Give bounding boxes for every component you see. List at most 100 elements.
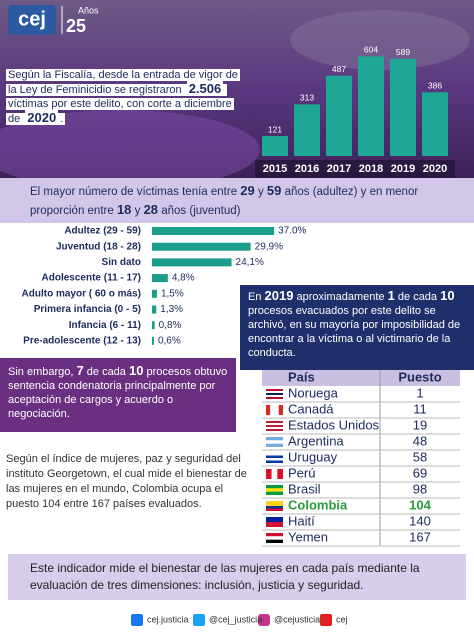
country: Haití (288, 513, 315, 528)
flag (266, 488, 283, 492)
text: Sin embargo, (8, 366, 77, 378)
category-label: Primera infancia (0 - 5) (34, 304, 141, 315)
logo-box (8, 5, 56, 35)
country: Perú (288, 465, 315, 480)
country: Yemen (288, 529, 328, 544)
bar (152, 321, 155, 330)
rank: 19 (413, 417, 427, 432)
rank: 140 (409, 513, 431, 528)
x-tick-label: 2015 (263, 163, 287, 175)
flag (266, 440, 283, 444)
text: procesos evacuados por este delito se ar… (248, 305, 461, 359)
youtube-icon (320, 614, 332, 626)
logo: cej (18, 8, 46, 30)
column-header: Puesto (398, 369, 441, 384)
bar (422, 92, 448, 156)
flag (266, 485, 283, 489)
rank: 98 (413, 481, 427, 496)
highlight: 2.506 (186, 81, 224, 96)
photo-sky (290, 10, 470, 70)
country: Canadá (288, 401, 334, 416)
bar (358, 56, 384, 157)
text: El mayor número de víctimas tenía entre (30, 186, 241, 198)
flag (266, 506, 283, 509)
value-label: 487 (332, 64, 346, 74)
georgetown-text: Según el índice de mujeres, paz y seguri… (6, 453, 247, 510)
text: En (248, 291, 265, 303)
highlight: 28 (143, 202, 159, 217)
flag (266, 533, 283, 537)
flag (266, 491, 283, 495)
highlight: 2020 (25, 110, 59, 125)
country: Colombia (288, 497, 348, 512)
x-tick-label: 2019 (391, 163, 415, 175)
ages-text: El mayor número de víctimas tenía entre … (30, 182, 450, 220)
rank: 104 (409, 497, 431, 512)
facebook-icon (131, 614, 143, 626)
bar (152, 227, 275, 235)
flag (266, 458, 283, 461)
x-tick-label: 2018 (359, 163, 383, 175)
bar (294, 104, 320, 156)
sentenced-text: Sin embargo, 7 de cada 10 procesos obtuv… (8, 364, 230, 421)
flag (266, 395, 283, 397)
value-label: 313 (300, 93, 314, 103)
highlight: 7 (76, 363, 84, 378)
highlight: 18 (116, 202, 132, 217)
highlight: 59 (266, 183, 282, 198)
flag (266, 503, 283, 506)
rank: 69 (413, 465, 427, 480)
text: y (131, 205, 144, 217)
footer-twitter[interactable]: @cej_justicia (209, 614, 262, 624)
text: y (254, 186, 267, 198)
flag (266, 501, 283, 504)
rank: 167 (409, 529, 431, 544)
footer-instagram[interactable]: @cejusticia (274, 614, 320, 624)
text: procesos obtuvo sentencia condenatoria p… (8, 366, 228, 420)
closing-box (8, 554, 466, 600)
category-label: Pre-adolescente (12 - 13) (23, 336, 141, 347)
flag (266, 425, 283, 427)
category-label: Infancia (6 - 11) (69, 320, 141, 331)
flag (266, 460, 283, 463)
value-label: 0,6% (158, 336, 181, 347)
value-label: 37.0% (278, 226, 306, 237)
flag (266, 469, 272, 479)
fiscalia-text: Según la Fiscalía, desde la entrada de v… (6, 68, 246, 126)
bar (152, 242, 251, 251)
flag (266, 389, 283, 391)
x-tick-label: 2017 (327, 163, 351, 175)
country: Estados Unidos (288, 417, 380, 432)
value-label: 1,5% (161, 288, 184, 299)
rank: 11 (413, 401, 427, 416)
rank: 58 (413, 449, 427, 464)
country: Brasil (288, 481, 321, 496)
flag (278, 405, 283, 415)
column-header: País (288, 369, 315, 384)
bar (262, 136, 288, 156)
value-label: 121 (268, 124, 282, 134)
bar (152, 258, 232, 267)
category-label: Sin dato (102, 257, 141, 268)
flag (266, 522, 283, 527)
flag (270, 405, 275, 415)
text: . (58, 113, 66, 125)
text: de cada (83, 366, 129, 378)
footer-facebook[interactable]: cej.justicia (147, 614, 189, 624)
flag (266, 421, 283, 423)
flag (266, 423, 283, 425)
text: aproximadamente (293, 291, 388, 303)
country: Noruega (288, 385, 339, 400)
flag (266, 391, 283, 393)
footer-youtube[interactable]: cej (336, 614, 348, 624)
table-header (262, 370, 460, 386)
photo-banner (0, 110, 260, 190)
text: años (adultez) y en menor proporción ent… (30, 186, 419, 217)
sentenced-box (0, 358, 236, 432)
flag (266, 429, 283, 431)
bar (390, 58, 416, 156)
value-label: 1,3% (160, 304, 183, 315)
bar (152, 289, 157, 298)
